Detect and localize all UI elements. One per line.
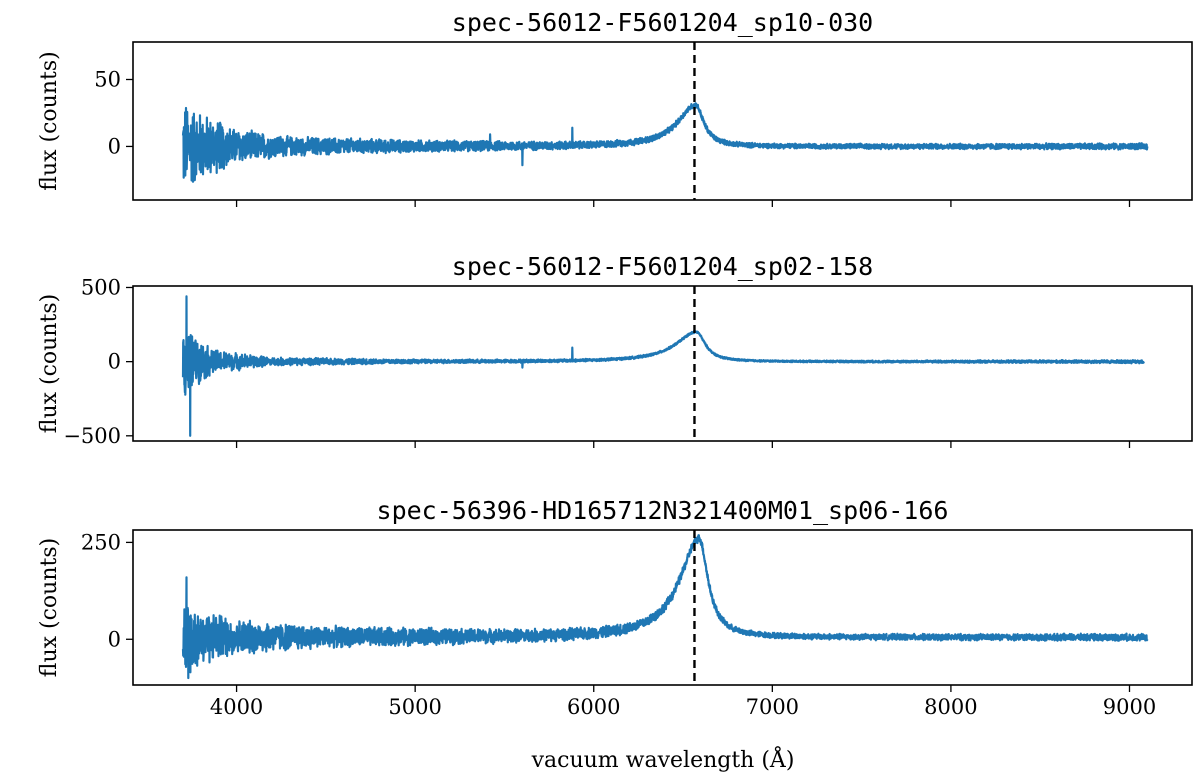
spectrum-line: [181, 534, 1149, 680]
y-axis-label: flux (counts): [37, 294, 62, 433]
y-tick-label: 0: [108, 627, 121, 651]
y-tick-label: 0: [108, 134, 121, 158]
spectrum-line: [181, 295, 1145, 437]
panel-title: spec-56396-HD165712N321400M01_sp06-166: [377, 496, 949, 525]
y-tick-label: 50: [94, 67, 121, 91]
spectrum-line: [181, 102, 1149, 183]
y-tick-label: −500: [63, 424, 121, 448]
panel-title: spec-56012-F5601204_sp10-030: [452, 8, 873, 37]
y-axis-label: flux (counts): [37, 538, 62, 677]
x-tick-label: 9000: [1103, 695, 1156, 719]
panel-title: spec-56012-F5601204_sp02-158: [452, 252, 873, 281]
axes-frame: [132, 285, 1193, 442]
panel-3: spec-56396-HD165712N321400M01_sp06-166fl…: [37, 496, 1193, 719]
x-tick-label: 7000: [746, 695, 799, 719]
x-tick-label: 8000: [924, 695, 977, 719]
y-tick-label: 250: [81, 530, 121, 554]
x-tick-label: 6000: [567, 695, 620, 719]
x-tick-label: 5000: [388, 695, 441, 719]
y-axis-label: flux (counts): [37, 51, 62, 190]
y-tick-label: 0: [108, 350, 121, 374]
axes-frame: [132, 529, 1193, 686]
axes-frame: [132, 41, 1193, 201]
y-tick-label: 500: [81, 275, 121, 299]
x-tick-label: 4000: [210, 695, 263, 719]
x-axis-label: vacuum wavelength (Å): [531, 745, 795, 773]
